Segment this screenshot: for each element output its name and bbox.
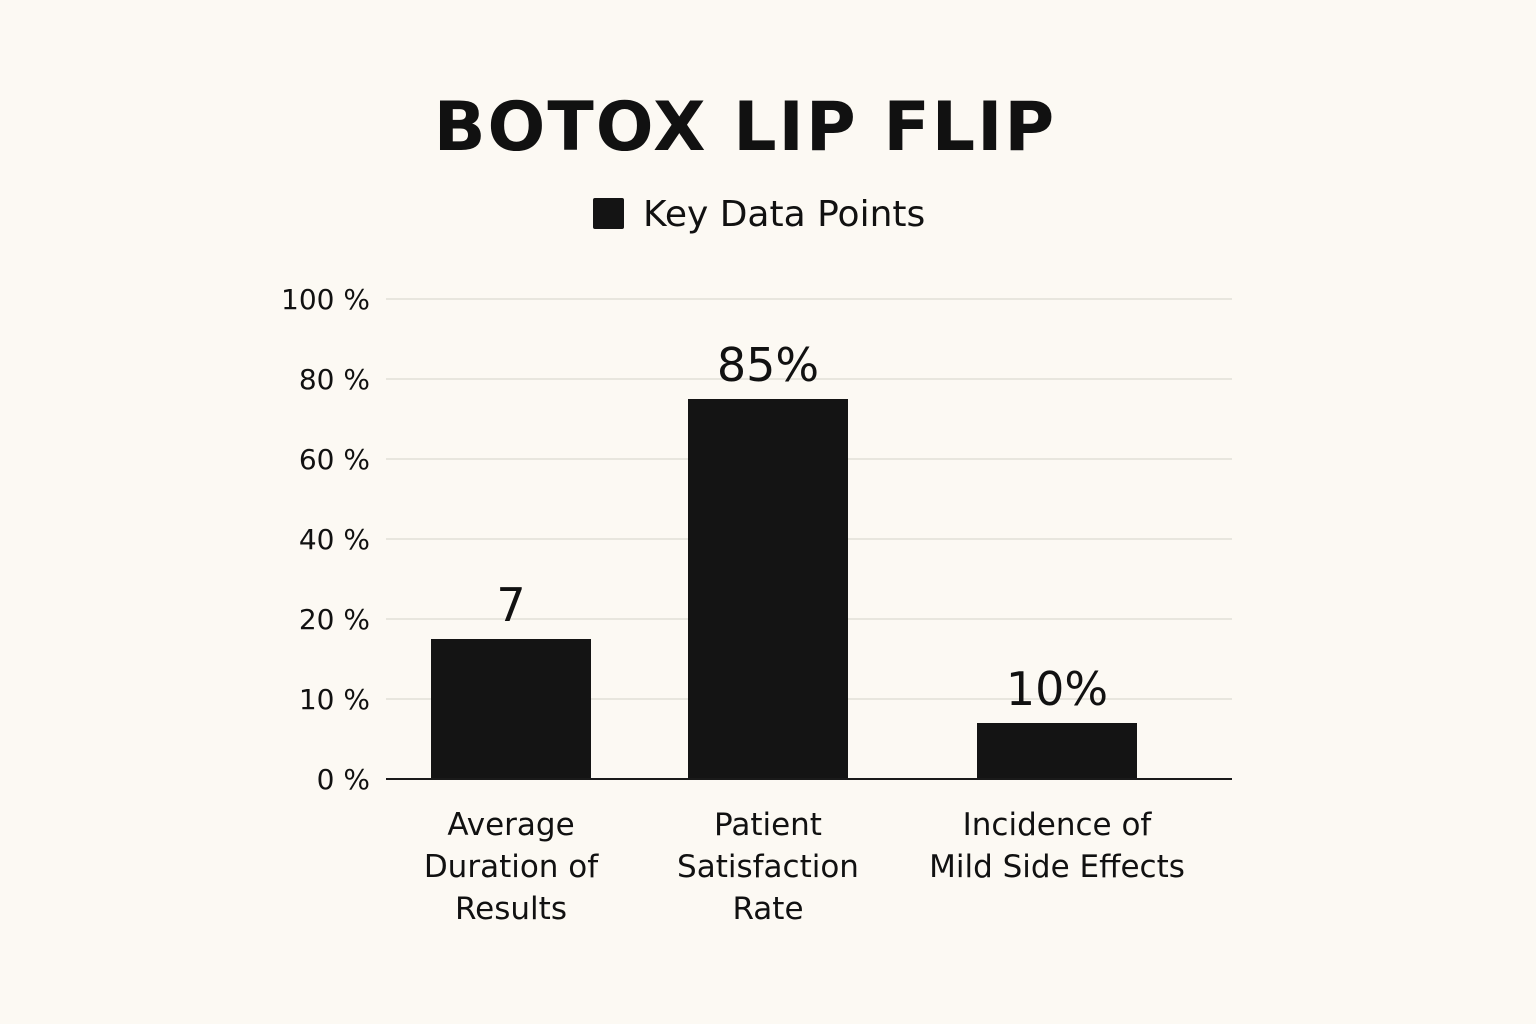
x-tick-label-line: Duration of [424,849,599,885]
y-tick-label: 0 % [317,763,370,796]
bars [431,399,1137,779]
legend: Key Data Points [593,194,925,235]
bar [977,723,1137,779]
x-tick-label-line: Average [447,807,574,843]
x-tick-label-line: Mild Side Effects [929,849,1185,885]
x-tick-label-line: Incidence of [963,807,1153,843]
y-axis: 0 % 10 % 20 % 40 % 60 % 80 % 100 % [281,283,370,796]
bar-value-label: 7 [496,578,525,632]
x-tick-label-line: Results [455,891,567,927]
y-tick-label: 80 % [299,363,370,396]
legend-label: Key Data Points [643,194,925,235]
x-tick-label: Average Duration of Results [424,807,599,927]
value-labels: 7 85% 10% [496,338,1108,716]
bar [688,399,848,779]
x-tick-label: Patient Satisfaction Rate [677,807,859,927]
y-tick-label: 60 % [299,443,370,476]
x-tick-label: Incidence of Mild Side Effects [929,807,1185,885]
legend-swatch [593,198,624,229]
y-tick-label: 40 % [299,523,370,556]
chart-title: BOTOX LIP FLIP [434,88,1057,167]
bar-value-label: 10% [1006,662,1108,716]
y-tick-label: 100 % [281,283,370,316]
x-tick-label-line: Rate [732,891,803,927]
y-tick-label: 10 % [299,683,370,716]
y-tick-label: 20 % [299,603,370,636]
x-axis: Average Duration of Results Patient Satisfac… [386,778,1232,927]
x-tick-label-line: Satisfaction [677,849,859,885]
x-tick-label-line: Patient [714,807,822,843]
bar-value-label: 85% [717,338,819,392]
bar [431,639,591,779]
